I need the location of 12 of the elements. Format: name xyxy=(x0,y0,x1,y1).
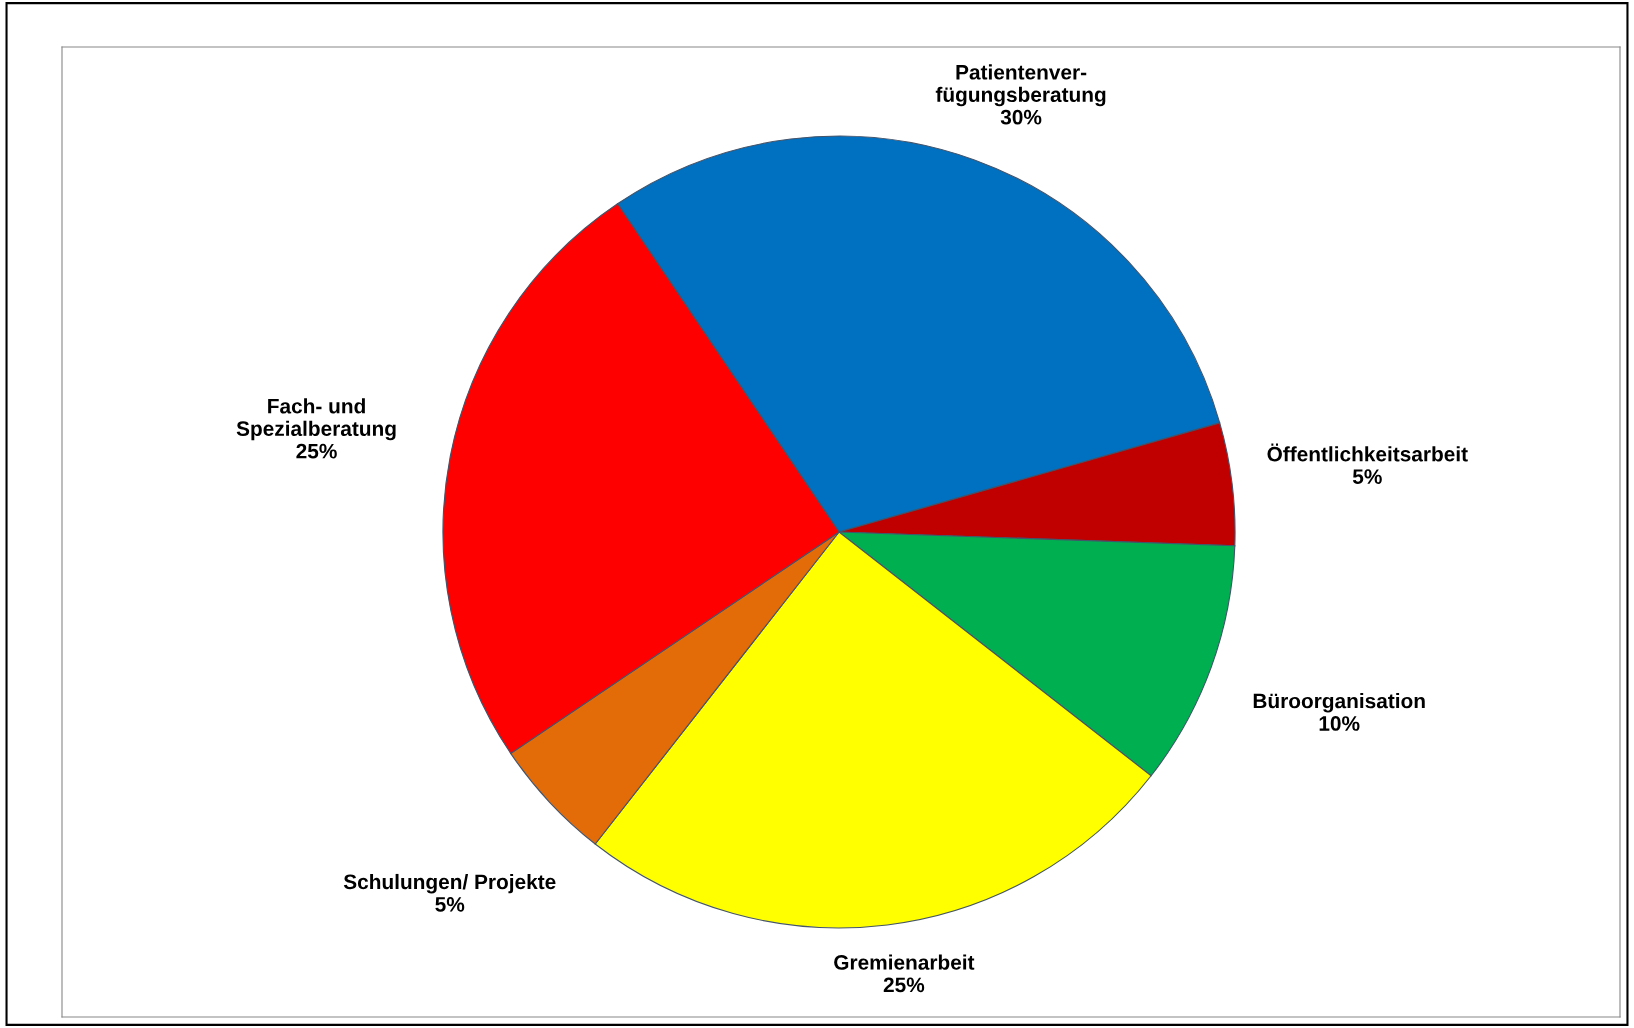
slice-label: Patientenver- fügungsberatung xyxy=(935,64,1106,107)
slice-label: Fach- und Spezialberatung xyxy=(236,398,396,441)
slice-label: Schulungen/ Projekte xyxy=(343,873,556,894)
data-label: 30% xyxy=(1000,109,1042,125)
data-label: 25% xyxy=(296,443,337,459)
data-label: 5% xyxy=(435,897,465,912)
data-label: 5% xyxy=(1352,469,1382,484)
slice-label: Büroorganisation xyxy=(1253,693,1425,713)
slice-label: Gremienarbeit xyxy=(834,954,975,970)
data-label: 10% xyxy=(1319,716,1360,731)
data-label: 25% xyxy=(883,977,925,993)
slice-label: Öffentlichkeitsarbeit xyxy=(1267,443,1468,462)
